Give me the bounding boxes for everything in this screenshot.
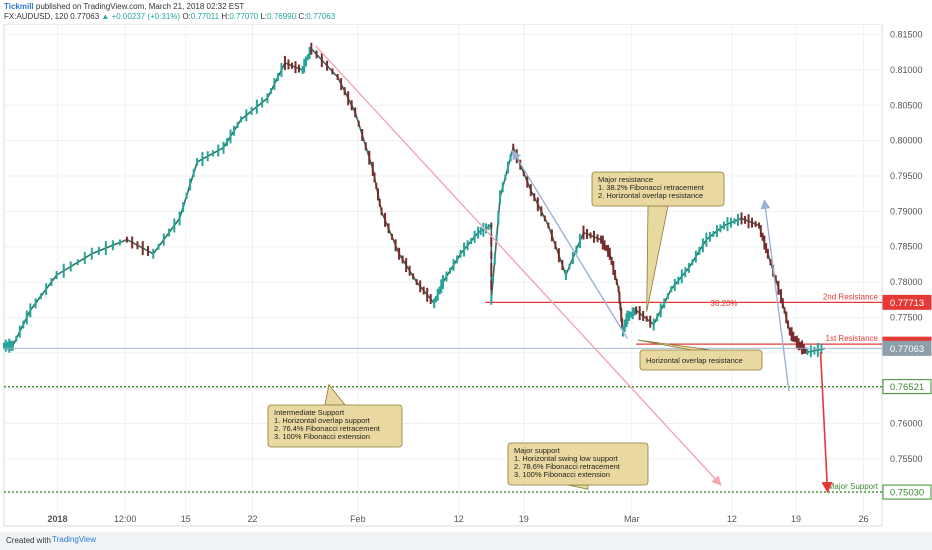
y-tick-label: 0.77500	[890, 312, 923, 322]
y-tick-label: 0.75500	[890, 454, 923, 464]
callout-text: Horizontal overlap resistance	[646, 356, 743, 365]
callout-text: 3. 100% Fibonacci extension	[274, 432, 370, 441]
created-with-text: Created with	[6, 536, 51, 545]
callout-box	[507, 442, 649, 486]
price-axis-label: 0.77063	[890, 344, 924, 355]
x-tick-label: 2018	[48, 514, 68, 524]
callout-text: 2. 78.6% Fibonacci retracement	[514, 462, 621, 471]
open-value: 0.77011	[190, 12, 220, 21]
last-price: 0.77063	[70, 12, 100, 21]
y-tick-label: 0.81500	[890, 30, 923, 40]
level-label: 2nd Resistance	[823, 292, 879, 301]
trend-arrow	[819, 352, 833, 494]
x-tick-label: 26	[859, 514, 869, 524]
y-tick-label: 0.80000	[890, 136, 923, 146]
price-series-line	[4, 47, 826, 353]
y-tick-label: 0.79000	[890, 206, 923, 216]
y-tick-label: 0.81000	[890, 65, 923, 75]
close-value: 0.77063	[306, 12, 336, 21]
callout-text: Intermediate Support	[274, 408, 345, 417]
x-tick-label: 12:00	[114, 514, 137, 524]
callout-text: 3. 100% Fibonacci extension	[514, 470, 610, 479]
price-chart[interactable]: 0.81500 0.81000 0.80500 0.80000 0.79500 0.790…	[0, 24, 932, 532]
fib-label: 38.20%	[710, 299, 737, 308]
brand-name[interactable]: Tickmill	[4, 2, 34, 11]
tradingview-logo[interactable]: TradingView	[52, 535, 97, 544]
callout-text: 1. Horizontal swing low support	[514, 454, 619, 463]
price-axis-tag	[882, 340, 932, 356]
symbol-name[interactable]: FX:AUDUSD, 120	[4, 12, 69, 21]
trend-arrow	[315, 45, 722, 486]
callout-text: 2. 76.4% Fibonacci retracement	[274, 424, 381, 433]
chart-header: Tickmill published on TradingView.com, M…	[0, 0, 932, 24]
symbol-line: FX:AUDUSD, 120 0.77063 ▲ +0.00237 (+0.31…	[4, 12, 335, 21]
y-tick-label: 0.76000	[890, 418, 923, 428]
callout-box	[267, 404, 403, 448]
x-tick-label: Feb	[350, 514, 366, 524]
price-axis-label: 0.76521	[890, 382, 924, 393]
y-tick-label: 0.78000	[890, 277, 923, 287]
low-label: L:	[260, 12, 268, 21]
callout-box	[639, 349, 763, 371]
y-tick-label: 0.80500	[890, 100, 923, 110]
open-label: O:	[182, 12, 191, 21]
callout-text: 1. Horizontal overlap support	[274, 416, 371, 425]
x-tick-label: Mar	[624, 514, 640, 524]
trend-arrow	[760, 199, 790, 392]
up-triangle-icon: ▲	[101, 12, 110, 21]
x-tick-label: 22	[247, 514, 257, 524]
high-value: 0.77070	[229, 12, 259, 21]
callout-text: 2. Horizontal overlap resistance	[598, 191, 703, 200]
price-axis-tag	[882, 484, 932, 500]
level-label: 1st Resistance	[826, 334, 879, 343]
footer-bar: Created with TradingView	[0, 532, 932, 550]
callout-text: 1. 38.2% Fibonacci retracement	[598, 183, 705, 192]
price-axis-label: 0.77713	[890, 298, 924, 309]
x-tick-label: 12	[727, 514, 737, 524]
x-tick-label: 19	[519, 514, 529, 524]
plot-area	[3, 24, 883, 527]
publish-line: Tickmill published on TradingView.com, M…	[4, 2, 244, 11]
price-axis-tag	[882, 379, 932, 395]
x-tick-label: 15	[181, 514, 191, 524]
high-label: H:	[221, 12, 230, 21]
low-value: 0.76990	[267, 12, 297, 21]
callout-box	[591, 171, 725, 207]
callout-horizontal-overlap: Horizontal overlap resistance	[637, 339, 763, 371]
x-tick-label: 19	[791, 514, 801, 524]
x-tick-label: 12	[454, 514, 464, 524]
callout-text: Major support	[514, 446, 561, 455]
y-tick-label: 0.78500	[890, 242, 923, 252]
publish-info: published on TradingView.com, March 21, …	[35, 2, 245, 11]
close-label: C:	[298, 12, 307, 21]
callout-text: Major resistance	[598, 175, 653, 184]
price-change: +0.00237 (+0.31%)	[111, 12, 181, 21]
y-tick-label: 0.79500	[890, 171, 923, 181]
trend-arrow	[511, 149, 628, 339]
level-label: Major Support	[828, 482, 879, 491]
price-axis-label: 0.75030	[890, 488, 924, 499]
price-axis-tag	[882, 294, 932, 310]
